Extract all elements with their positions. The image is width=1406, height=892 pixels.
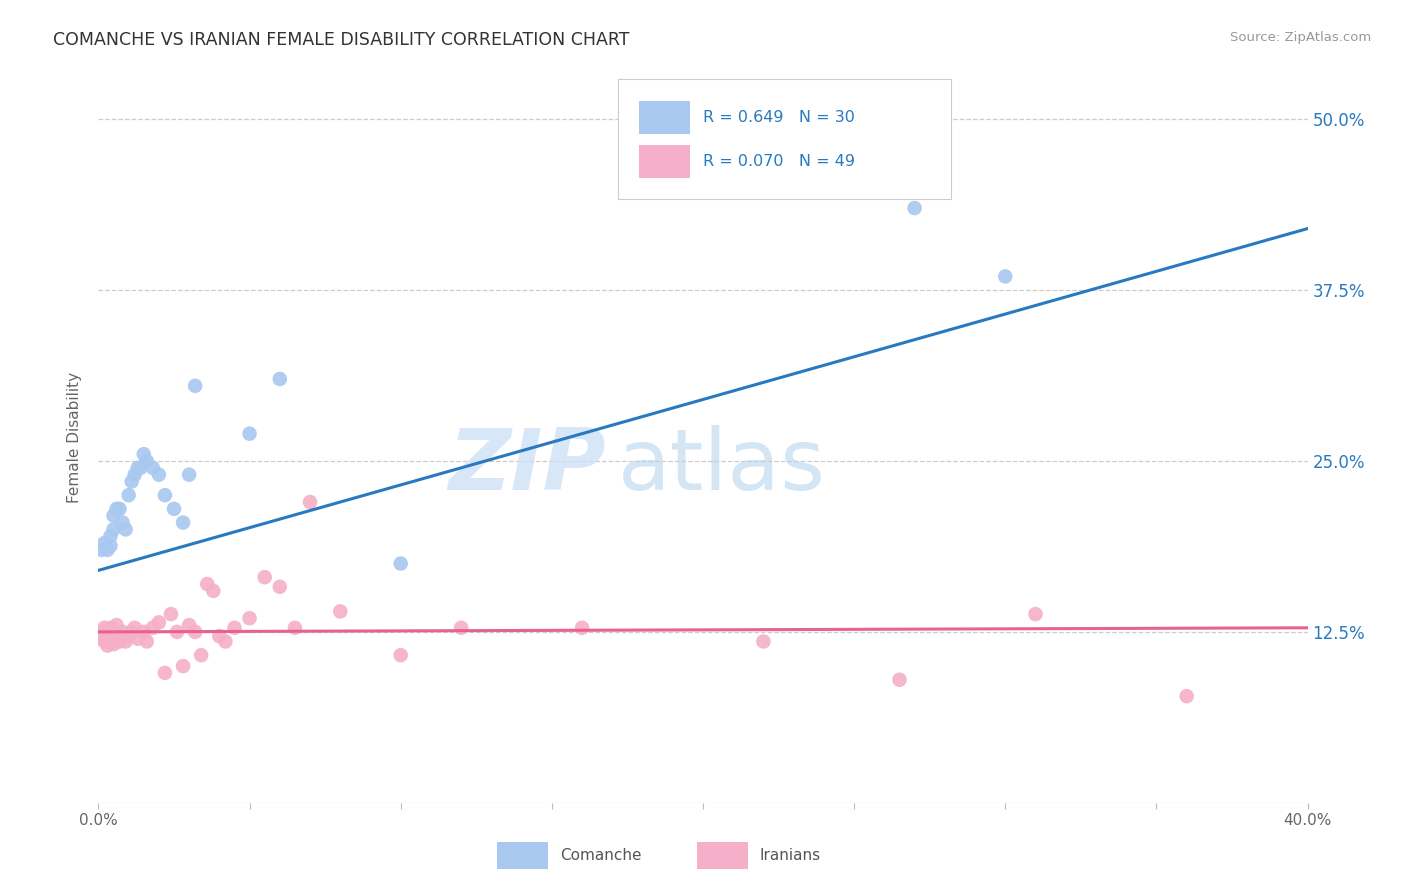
Point [103, 637, 125, 651]
Point [105, 618, 128, 632]
Point [96, 629, 118, 643]
Point [269, 580, 291, 594]
Point [1175, 689, 1198, 703]
Point [284, 621, 307, 635]
Point [103, 624, 125, 639]
Point [450, 621, 472, 635]
Y-axis label: Female Disability: Female Disability [67, 371, 83, 503]
Point [389, 648, 412, 662]
Point [93, 634, 115, 648]
Point [129, 460, 152, 475]
Point [172, 659, 194, 673]
Point [179, 618, 201, 632]
Point [108, 501, 131, 516]
Point [105, 501, 128, 516]
Point [184, 624, 207, 639]
Point [239, 611, 262, 625]
Point [100, 621, 122, 635]
Point [127, 460, 149, 475]
Text: ZIP: ZIP [449, 425, 606, 508]
Point [103, 522, 125, 536]
Point [142, 621, 165, 635]
Point [889, 673, 911, 687]
Point [121, 624, 143, 639]
FancyBboxPatch shape [619, 78, 950, 200]
Point [124, 467, 146, 482]
FancyBboxPatch shape [638, 145, 690, 178]
Point [96, 639, 118, 653]
Text: R = 0.070   N = 49: R = 0.070 N = 49 [703, 153, 855, 169]
Point [994, 269, 1017, 284]
Point [153, 488, 176, 502]
Point [253, 570, 276, 584]
Point [214, 634, 236, 648]
Text: R = 0.649   N = 30: R = 0.649 N = 30 [703, 110, 855, 125]
Point [269, 372, 291, 386]
Text: Iranians: Iranians [759, 848, 821, 863]
Point [160, 607, 183, 621]
Text: Comanche: Comanche [561, 848, 641, 863]
Point [93, 621, 115, 635]
Point [121, 475, 143, 489]
Point [132, 624, 155, 639]
Point [148, 615, 170, 630]
Point [118, 629, 141, 643]
Point [111, 624, 134, 639]
Point [571, 621, 593, 635]
Point [148, 467, 170, 482]
Point [90, 632, 112, 646]
Point [208, 629, 231, 643]
Point [93, 536, 115, 550]
Point [195, 577, 218, 591]
Point [108, 634, 131, 648]
Point [153, 665, 176, 680]
Point [103, 508, 125, 523]
Point [127, 632, 149, 646]
Point [103, 632, 125, 646]
Point [100, 529, 122, 543]
Point [224, 621, 246, 635]
Point [100, 539, 122, 553]
Point [135, 454, 157, 468]
Point [114, 634, 136, 648]
Point [90, 624, 112, 639]
Text: Source: ZipAtlas.com: Source: ZipAtlas.com [1230, 31, 1371, 45]
Point [163, 501, 186, 516]
Text: atlas: atlas [619, 425, 827, 508]
Point [389, 557, 412, 571]
Point [239, 426, 262, 441]
Point [96, 542, 118, 557]
Point [752, 634, 775, 648]
FancyBboxPatch shape [697, 842, 748, 869]
FancyBboxPatch shape [498, 842, 548, 869]
Point [904, 201, 927, 215]
Point [100, 632, 122, 646]
Point [114, 522, 136, 536]
Point [111, 516, 134, 530]
Point [124, 621, 146, 635]
Point [190, 648, 212, 662]
Point [105, 629, 128, 643]
Point [118, 488, 141, 502]
Point [132, 447, 155, 461]
FancyBboxPatch shape [638, 101, 690, 134]
Point [329, 604, 352, 618]
Point [184, 379, 207, 393]
Point [299, 495, 322, 509]
Point [142, 460, 165, 475]
Point [90, 542, 112, 557]
Point [179, 467, 201, 482]
Point [1024, 607, 1046, 621]
Point [135, 634, 157, 648]
Point [202, 583, 225, 598]
Point [172, 516, 194, 530]
Point [166, 624, 188, 639]
Text: COMANCHE VS IRANIAN FEMALE DISABILITY CORRELATION CHART: COMANCHE VS IRANIAN FEMALE DISABILITY CO… [53, 31, 630, 49]
